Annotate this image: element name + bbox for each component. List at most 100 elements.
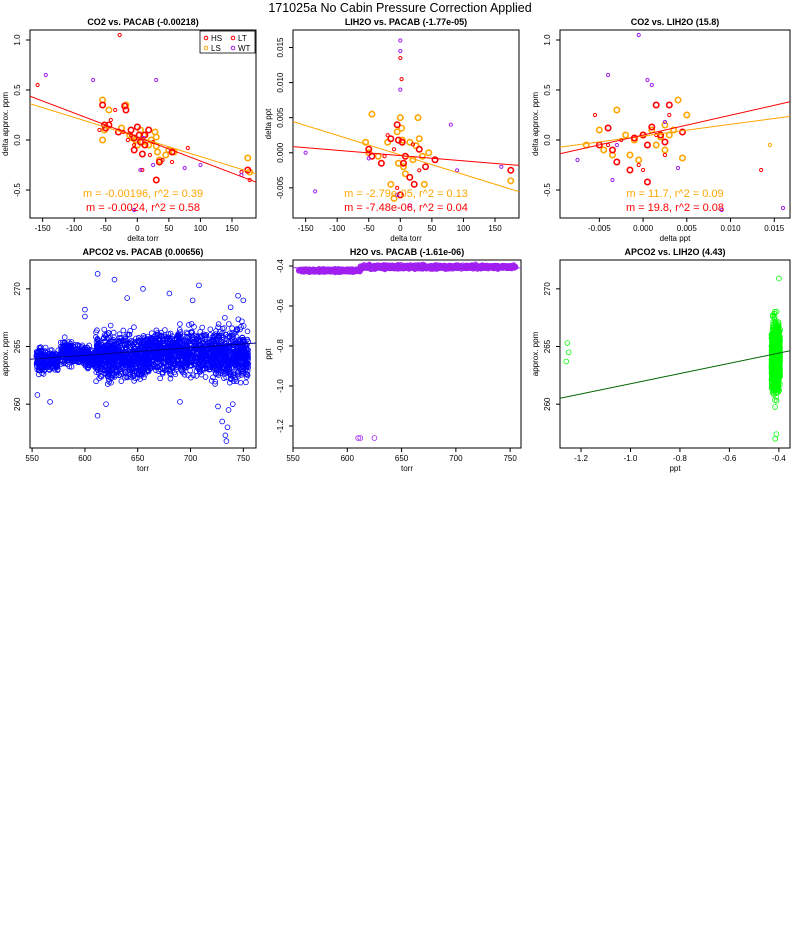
data-point-hs: [133, 123, 141, 131]
data-point-hs: [152, 176, 160, 184]
x-tick-label: -0.8: [673, 454, 687, 463]
data-point-lt: [140, 167, 145, 173]
y-tick-label: -1.0: [276, 379, 285, 393]
data-point: [116, 331, 123, 338]
data-point-lt: [417, 168, 422, 173]
data-point: [200, 339, 207, 346]
data-point: [238, 368, 245, 375]
data-point: [166, 290, 173, 297]
fit-line-hs: [293, 146, 519, 166]
x-tick-label: 550: [25, 454, 39, 463]
plot-area: [293, 261, 521, 441]
data-point: [148, 352, 155, 359]
data-point: [197, 363, 204, 370]
data-point: [177, 321, 183, 327]
data-point: [83, 346, 90, 353]
data-point: [100, 356, 107, 363]
data-point: [230, 334, 237, 340]
data-point: [159, 370, 166, 377]
data-point: [74, 341, 81, 348]
data-point-ls: [390, 194, 398, 202]
data-point: [147, 349, 154, 356]
data-point: [442, 265, 448, 272]
x-tick-label: -1.0: [624, 454, 638, 463]
data-point: [238, 372, 245, 378]
data-point-wt: [43, 72, 48, 78]
data-point: [86, 362, 92, 369]
data-point-lt: [640, 167, 646, 173]
fit-line: [30, 342, 256, 360]
x-tick-label: -150: [298, 224, 315, 233]
data-point: [145, 359, 152, 366]
x-tick-label: -150: [35, 224, 52, 233]
data-point: [139, 364, 146, 371]
data-point: [202, 374, 209, 380]
y-tick-label: 0.005: [276, 107, 285, 128]
data-point: [61, 347, 68, 353]
data-point-hs: [661, 138, 669, 146]
data-point: [101, 334, 107, 341]
data-point: [213, 371, 219, 377]
y-tick-label: 1.0: [13, 34, 22, 46]
data-point: [170, 347, 177, 354]
x-tick-label: -50: [100, 224, 112, 233]
data-point: [105, 358, 111, 364]
data-point: [192, 360, 198, 367]
fit-line-hs: [560, 101, 790, 155]
data-point-hs: [639, 131, 647, 139]
data-point-ls: [396, 114, 404, 122]
data-point-ls: [414, 114, 422, 122]
data-point-lt: [169, 159, 175, 165]
data-point: [330, 268, 337, 274]
data-point-wt: [605, 72, 611, 78]
data-point: [228, 331, 235, 337]
fit-annotation-hs: m = -7.48e-06, r^2 = 0.04: [344, 202, 468, 214]
data-point-hs: [626, 166, 634, 174]
data-point: [198, 371, 205, 378]
x-tick-label: 50: [164, 224, 173, 233]
x-tick-label: 150: [225, 224, 239, 233]
data-point: [72, 358, 79, 364]
data-point: [186, 322, 192, 328]
plot-frame: [292, 29, 520, 219]
data-point-ls: [674, 96, 682, 104]
y-tick-label: 1.0: [543, 34, 552, 46]
data-point-lt: [108, 117, 113, 123]
data-point: [197, 356, 204, 363]
y-axis-label: ppt: [264, 348, 273, 360]
data-point: [178, 344, 185, 351]
data-point: [222, 358, 228, 365]
data-point-hs: [127, 126, 135, 134]
panel-title: CO2 vs. LIH2O (15.8): [631, 17, 720, 27]
data-point: [123, 374, 130, 380]
data-point: [148, 365, 154, 372]
data-point: [373, 263, 379, 270]
data-point-wt: [182, 165, 187, 171]
data-point: [157, 345, 164, 352]
data-point-lt: [382, 154, 387, 159]
chart-panel-3: CO2 vs. LIH2O (15.8)-0.005 0.000 0.005 0.01…: [531, 17, 791, 243]
data-point: [446, 263, 453, 269]
data-point: [118, 378, 125, 384]
data-point: [177, 399, 183, 405]
data-point: [65, 361, 71, 368]
x-tick-label: 0.015: [764, 224, 785, 233]
data-point: [233, 328, 239, 335]
data-point: [222, 314, 228, 321]
data-point: [394, 263, 400, 270]
plot-area: [30, 271, 256, 444]
y-tick-label: 0.5: [13, 84, 22, 96]
fit-annotation-hs: m = 19.8, r^2 = 0.08: [626, 202, 724, 214]
data-point-lt: [592, 112, 598, 118]
data-point-wt: [132, 207, 137, 213]
data-point: [242, 355, 248, 361]
data-point-hs: [431, 156, 439, 164]
data-point-hs: [608, 146, 616, 154]
data-point: [157, 375, 163, 382]
data-point: [185, 339, 191, 345]
data-point: [132, 345, 138, 352]
data-point: [187, 362, 193, 369]
data-point-ls: [151, 128, 159, 136]
data-point: [183, 359, 190, 366]
